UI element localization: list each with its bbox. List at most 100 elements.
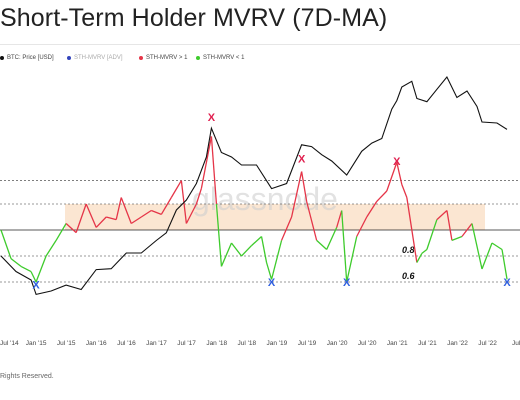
x-tick-label: Jul '21 — [418, 340, 437, 347]
shaded-band — [65, 204, 485, 230]
sth-mvrv-segment — [446, 210, 453, 241]
legend-item-sth-mvrv-adv[interactable]: STH-MVRV [ADV] — [67, 55, 123, 61]
sth-mvrv-segment — [346, 236, 358, 283]
sth-mvrv-segment — [215, 203, 223, 267]
x-tick-label: Jan '16 — [86, 340, 107, 347]
legend-item-price[interactable]: BTC: Price [USD] — [0, 55, 54, 61]
sth-mvrv-segment — [35, 255, 47, 283]
x-tick-label: Jan '15 — [26, 340, 47, 347]
sth-mvrv-segment — [501, 249, 508, 280]
chart-plot-area: glassnode 0.8 0.6 X X X X X X X Jul '14 Jan '15 Jul … — [0, 75, 520, 347]
sth-mvrv-segment — [120, 197, 132, 224]
x-tick-label: Jul '14 — [0, 340, 19, 347]
sth-mvrv-segment — [491, 242, 503, 251]
sth-mvrv-segment — [241, 245, 252, 257]
cycle-top-marker: X — [298, 153, 306, 165]
sth-mvrv-segment — [30, 271, 37, 283]
legend-item-above-one[interactable]: STH-MVRV > 1 — [139, 55, 187, 61]
title-divider — [0, 44, 520, 45]
sth-mvrv-segment — [396, 162, 403, 185]
x-tick-label: Jul ' — [512, 340, 520, 347]
sth-mvrv-segment — [106, 216, 117, 221]
sth-mvrv-segment — [451, 235, 463, 242]
cycle-bottom-marker: X — [503, 277, 511, 289]
sth-mvrv-segment — [170, 180, 182, 198]
legend-label-price: BTC: Price [USD] — [7, 55, 54, 61]
x-tick-label: Jul '22 — [478, 340, 497, 347]
chart-title: Short-Term Holder MVRV (7D-MA) — [0, 4, 388, 32]
legend-swatch-price — [0, 56, 4, 60]
sth-mvrv-segment — [436, 210, 448, 221]
sth-mvrv-segment — [386, 162, 398, 192]
x-tick-label: Jan '18 — [206, 340, 227, 347]
sth-mvrv-segment — [220, 242, 233, 267]
legend-swatch-below-one — [196, 56, 200, 60]
sth-mvrv-segment — [401, 184, 408, 198]
sth-mvrv-segment — [185, 203, 197, 224]
sth-mvrv-segment — [305, 201, 318, 241]
sth-mvrv-segment — [260, 236, 268, 263]
sth-mvrv-segment — [210, 136, 218, 205]
x-tick-label: Jul '15 — [57, 340, 76, 347]
cycle-bottom-marker: X — [268, 277, 276, 289]
sth-mvrv-segment — [85, 203, 97, 228]
sth-mvrv-segment — [416, 253, 423, 263]
sth-mvrv-segment — [130, 216, 142, 225]
sth-mvrv-segment — [421, 248, 428, 254]
sth-mvrv-segment — [461, 223, 473, 237]
x-tick-label: Jan '17 — [146, 340, 167, 347]
price-line — [0, 75, 508, 296]
right-axis-label: 0.8 — [402, 245, 415, 255]
sth-mvrv-segment — [20, 265, 32, 273]
x-tick-label: Jul '18 — [238, 340, 257, 347]
sth-mvrv-segment — [376, 190, 388, 202]
sth-mvrv-segment — [341, 210, 348, 283]
sth-mvrv-segment — [195, 188, 203, 205]
x-tick-label: Jan '22 — [447, 340, 468, 347]
legend-swatch-above-one — [139, 56, 143, 60]
x-tick-label: Jul '17 — [177, 340, 196, 347]
sth-mvrv-segment — [55, 223, 67, 241]
sth-mvrv-segment — [151, 209, 162, 216]
sth-mvrv-segment — [280, 216, 293, 241]
x-tick-label: Jul '19 — [298, 340, 317, 347]
sth-mvrv-segment — [65, 223, 77, 234]
right-axis-label: 0.6 — [402, 271, 416, 281]
legend-label-below-one: STH-MVRV < 1 — [203, 55, 245, 61]
cycle-bottom-marker: X — [32, 280, 40, 292]
x-tick-label: Jul '16 — [117, 340, 136, 347]
sth-mvrv-segment — [230, 242, 243, 257]
cycle-bottom-marker: X — [343, 277, 351, 289]
x-tick-label: Jul '20 — [358, 340, 377, 347]
legend-label-sth-mvrv-adv: STH-MVRV [ADV] — [74, 55, 123, 61]
sth-mvrv-segment — [140, 209, 152, 218]
sth-mvrv-segment — [426, 219, 438, 250]
x-tick-label: Jan '20 — [327, 340, 348, 347]
sth-mvrv-segment — [251, 236, 262, 247]
x-tick-label: Jan '21 — [387, 340, 408, 347]
sth-mvrv-segment — [290, 171, 303, 218]
copyright-notice: Rights Reserved. — [0, 373, 54, 380]
legend-swatch-sth-mvrv-adv — [67, 56, 71, 60]
sth-mvrv-segment — [200, 136, 213, 189]
sth-mvrv-segment — [0, 229, 12, 259]
cycle-top-marker: X — [208, 112, 216, 124]
sth-mvrv-segment — [265, 262, 273, 280]
sth-mvrv-segment — [45, 240, 57, 257]
watermark: glassnode — [192, 181, 338, 217]
legend-label-above-one: STH-MVRV > 1 — [146, 55, 188, 61]
cycle-top-marker: X — [393, 156, 401, 168]
sth-mvrv-segment — [326, 227, 338, 250]
sth-mvrv-segment — [270, 240, 283, 280]
sth-mvrv-segment — [115, 197, 122, 220]
sth-mvrv-segment — [356, 216, 368, 237]
sth-mvrv-segment — [481, 242, 493, 270]
sth-mvrv-segment — [406, 197, 418, 263]
sth-mvrv-segment — [336, 210, 343, 228]
x-tick-label: Jan '19 — [267, 340, 288, 347]
sth-mvrv-segment — [95, 216, 107, 228]
sth-mvrv-segment — [10, 258, 22, 267]
legend-item-below-one[interactable]: STH-MVRV < 1 — [196, 55, 244, 61]
sth-mvrv-segment — [300, 171, 308, 202]
sth-mvrv-segment — [471, 223, 483, 270]
